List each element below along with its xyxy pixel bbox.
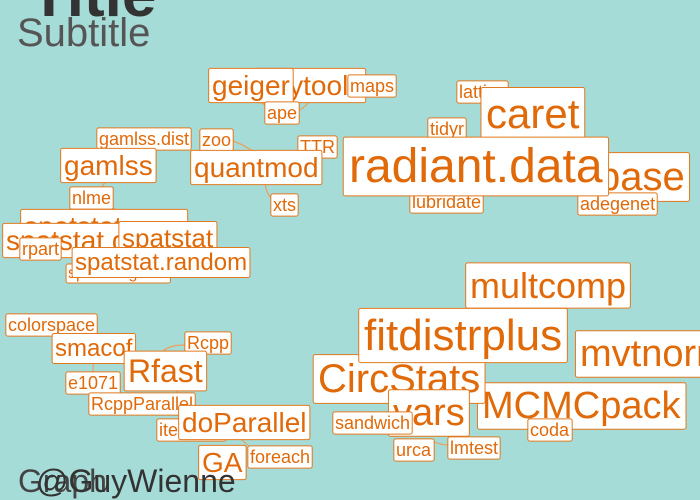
node: adegenet bbox=[577, 192, 658, 216]
node-box bbox=[208, 67, 294, 104]
node-box bbox=[342, 136, 610, 197]
node-label: nlme bbox=[72, 188, 111, 208]
node-label: lubridate bbox=[412, 192, 481, 212]
node-label: multcomp bbox=[470, 265, 626, 306]
node: tidyr bbox=[427, 117, 467, 141]
node-label: rpart bbox=[22, 239, 59, 259]
node-box bbox=[574, 330, 700, 378]
node-box bbox=[123, 350, 208, 392]
node: Rfast bbox=[123, 350, 208, 392]
node-box bbox=[184, 331, 232, 355]
node: ape bbox=[264, 101, 300, 125]
node-box bbox=[476, 382, 687, 430]
node-label: zoo bbox=[202, 130, 231, 150]
node-label: lmtest bbox=[450, 438, 498, 458]
node: RcppParallel bbox=[88, 392, 196, 416]
node: doParallel bbox=[178, 404, 311, 441]
node: GA bbox=[198, 444, 247, 481]
node-label: quantmod bbox=[194, 152, 319, 183]
node: maps bbox=[347, 74, 397, 98]
node-label: xts bbox=[273, 195, 296, 215]
node: colorspace bbox=[5, 313, 98, 337]
node-label: tidyr bbox=[430, 119, 464, 139]
node: rpart bbox=[19, 237, 62, 261]
node: zoo bbox=[199, 128, 234, 152]
node-box bbox=[71, 247, 251, 278]
node-box bbox=[332, 411, 413, 435]
node-label: MCMCpack bbox=[482, 385, 681, 427]
nodes: phytoolsgeigermapsapelatticecarettidyrga… bbox=[2, 67, 700, 481]
node: caret bbox=[480, 86, 586, 141]
node-label: urca bbox=[396, 440, 432, 460]
node-label: base bbox=[598, 155, 685, 199]
node: MCMCpack bbox=[476, 382, 687, 430]
node: spatstat.random bbox=[71, 247, 251, 278]
node: Rcpp bbox=[184, 331, 232, 355]
node-label: foreach bbox=[250, 447, 310, 467]
node-box bbox=[527, 418, 573, 442]
node: smacof bbox=[51, 333, 137, 364]
node-box bbox=[247, 445, 313, 469]
node: base bbox=[592, 152, 691, 202]
node: lmtest bbox=[447, 436, 501, 460]
node-label: ape bbox=[267, 103, 297, 123]
node-label: maps bbox=[350, 76, 394, 96]
node: foreach bbox=[247, 445, 313, 469]
node-label: mvtnorm bbox=[580, 333, 700, 375]
node-label: GA bbox=[202, 447, 243, 478]
subtitle: Subtitle bbox=[17, 11, 150, 55]
node-box bbox=[393, 438, 435, 462]
caption: Graph bbox=[18, 463, 107, 499]
node-label: geiger bbox=[212, 70, 290, 101]
node: fitdistrplus bbox=[358, 307, 568, 364]
node-box bbox=[88, 392, 196, 416]
node-box bbox=[270, 193, 299, 217]
node-box bbox=[198, 444, 247, 481]
node-box bbox=[5, 313, 98, 337]
node: gamlss bbox=[60, 147, 157, 184]
node-label: doParallel bbox=[182, 407, 307, 438]
node-label: Rcpp bbox=[187, 333, 229, 353]
node-box bbox=[264, 101, 300, 125]
node-label: coda bbox=[530, 420, 570, 440]
node: urca bbox=[393, 438, 435, 462]
node: lubridate bbox=[409, 190, 484, 214]
node-label: gamlss.dist bbox=[99, 129, 189, 149]
caption: @GuyWienne bbox=[36, 463, 236, 499]
node-box bbox=[19, 237, 62, 261]
node-box bbox=[358, 307, 568, 364]
node-label: e1071 bbox=[68, 373, 118, 393]
node-box bbox=[60, 147, 157, 184]
node: nlme bbox=[69, 186, 114, 210]
node: mvtnorm bbox=[574, 330, 700, 378]
title: Title bbox=[30, 0, 156, 30]
node-box bbox=[577, 192, 658, 216]
node-box bbox=[447, 436, 501, 460]
node: radiant.data bbox=[342, 136, 610, 197]
node-label: sandwich bbox=[335, 413, 410, 433]
node-box bbox=[51, 333, 137, 364]
node-label: smacof bbox=[55, 335, 133, 362]
node: gamlss.dist bbox=[96, 127, 192, 151]
node: quantmod bbox=[190, 149, 323, 186]
node-label: colorspace bbox=[8, 315, 95, 335]
node-box bbox=[190, 149, 323, 186]
node-label: fitdistrplus bbox=[364, 311, 562, 360]
node-label: gamlss bbox=[64, 150, 153, 181]
node-label: RcppParallel bbox=[91, 394, 193, 414]
node-label: caret bbox=[486, 90, 580, 137]
node: xts bbox=[270, 193, 299, 217]
node-label: Rfast bbox=[128, 353, 203, 389]
node: multcomp bbox=[465, 262, 631, 309]
node-label: radiant.data bbox=[349, 140, 603, 193]
node: sandwich bbox=[332, 411, 413, 435]
node-box bbox=[347, 74, 397, 98]
node: e1071 bbox=[65, 371, 121, 395]
node-box bbox=[178, 404, 311, 441]
node: coda bbox=[527, 418, 573, 442]
node-label: spatstat.random bbox=[75, 249, 247, 276]
node-label: adegenet bbox=[580, 194, 655, 214]
node: geiger bbox=[208, 67, 294, 104]
